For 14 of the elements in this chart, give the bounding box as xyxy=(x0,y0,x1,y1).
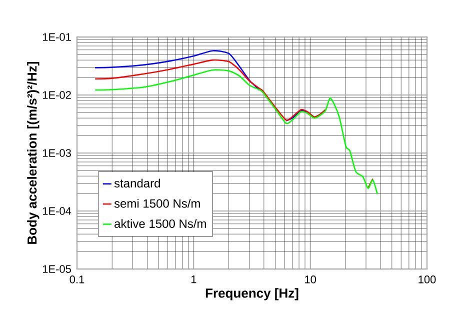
y-tick-label: 1E-04 xyxy=(42,207,72,215)
y-tick-label: 1E-01 xyxy=(42,33,71,41)
x-tick-label: 1 xyxy=(191,276,196,284)
x-tick-label: 0.1 xyxy=(70,276,84,284)
y-tick-label: 1E-02 xyxy=(42,91,71,99)
x-axis-title: Frequency [Hz] xyxy=(206,288,298,300)
y-tick-label: 1E-05 xyxy=(42,265,71,273)
legend-label: aktive 1500 Ns/m xyxy=(114,219,206,228)
x-tick-label: 10 xyxy=(305,276,316,284)
x-tick-label: 100 xyxy=(418,276,436,284)
legend-label: semi 1500 Ns/m xyxy=(114,198,200,208)
y-tick-label: 1E-03 xyxy=(42,149,71,157)
y-axis-title: Body acceleration [(m/s²)²/Hz] xyxy=(27,62,40,244)
legend-label: standard xyxy=(114,178,160,188)
